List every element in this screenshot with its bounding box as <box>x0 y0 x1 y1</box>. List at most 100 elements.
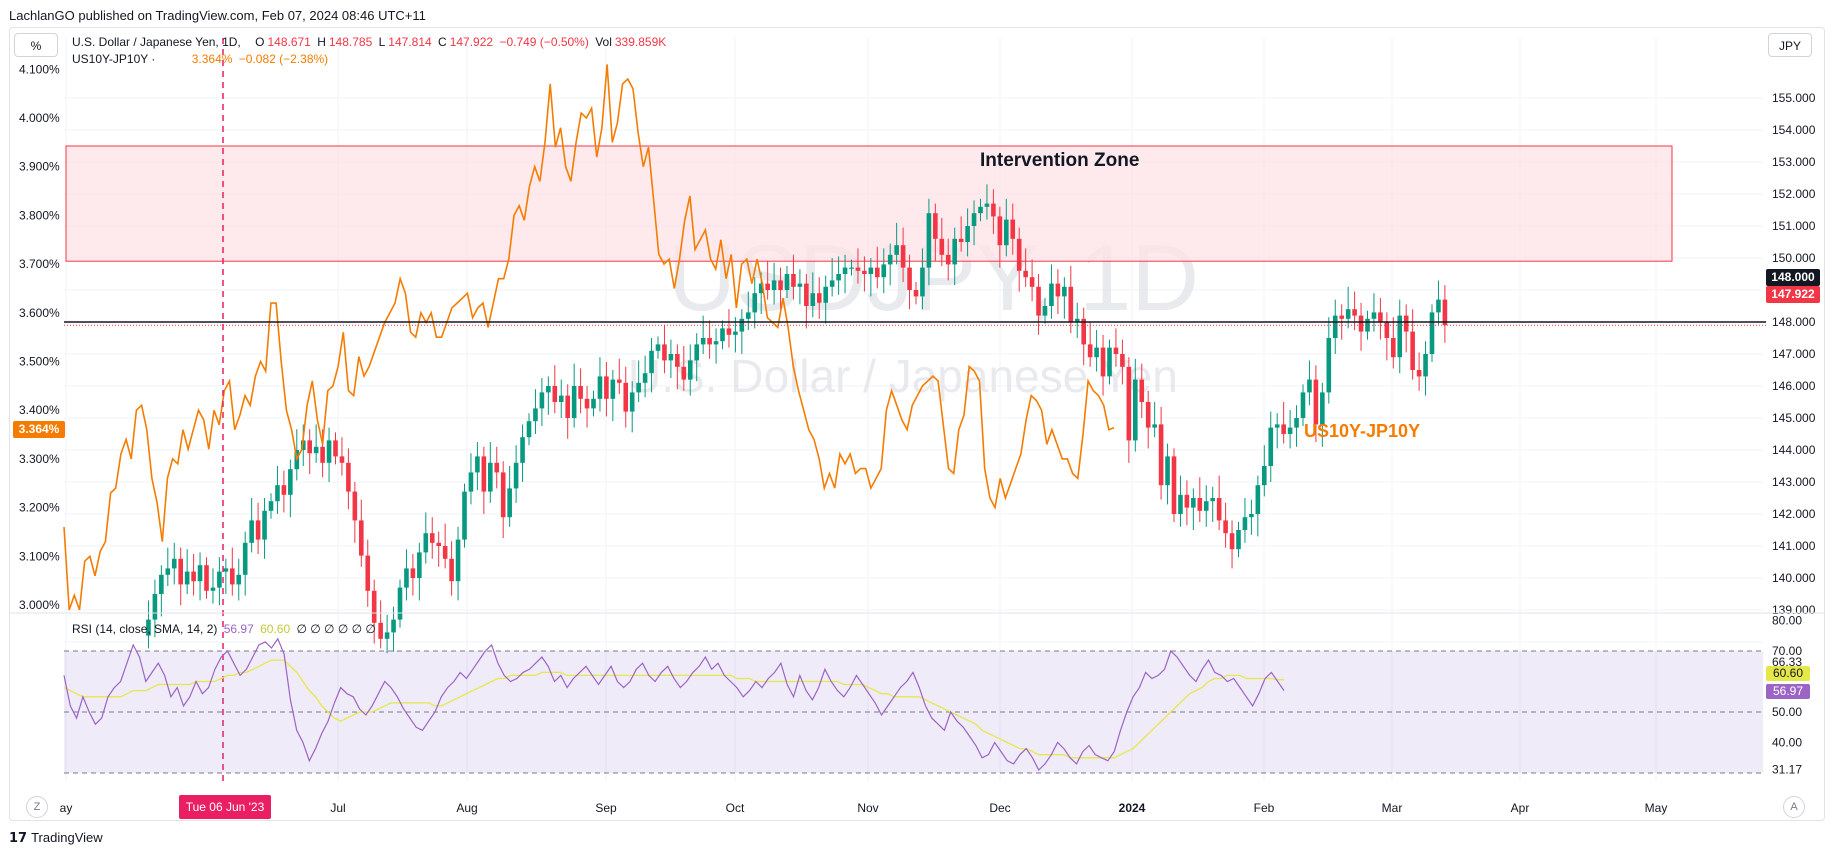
price-tick-label: 148.000 <box>1772 315 1816 329</box>
candle-body <box>649 350 654 374</box>
candle-body <box>236 574 242 585</box>
chart-frame <box>9 27 1825 821</box>
high-value: 148.785 <box>328 35 373 49</box>
candle-body <box>681 366 687 380</box>
candle-body <box>455 539 461 582</box>
candle-body <box>1074 318 1080 322</box>
symbol-label[interactable]: U.S. Dollar / Japanese Yen, 1D, <box>72 35 241 49</box>
candle-body <box>300 440 306 450</box>
candle-body <box>159 574 164 594</box>
candle-body <box>391 619 396 633</box>
rsi-sma-line <box>63 659 1284 759</box>
spread-last-badge: 3.364% <box>13 421 65 438</box>
high-label: H <box>317 35 326 49</box>
candle-body <box>1165 456 1170 486</box>
candle-body <box>242 542 248 575</box>
candle-body <box>152 594 158 620</box>
spread-axis[interactable]: 4.100% 4.000% 3.900% 3.800% 3.700% 3.600% 3.50… <box>19 62 60 612</box>
candle-body <box>191 571 196 582</box>
candle-body <box>1397 315 1403 358</box>
time-tick-label: Dec <box>989 801 1010 815</box>
candle-body <box>758 283 764 294</box>
candle-body <box>429 533 435 543</box>
candle-body <box>146 619 151 636</box>
date-flag[interactable]: Tue 06 Jun '23 <box>179 795 271 819</box>
candle-body <box>971 213 977 226</box>
spread-tick-label: 3.100% <box>19 549 60 563</box>
candle-body <box>842 267 848 274</box>
candle-body <box>1242 517 1248 530</box>
open-value: 148.671 <box>267 35 311 49</box>
auto-scale-button[interactable]: A <box>1783 796 1805 818</box>
candle-body <box>887 254 893 265</box>
candle-body <box>1236 530 1241 550</box>
candle-body <box>346 462 351 492</box>
candle-body <box>1107 347 1112 377</box>
rsi-sma-value: 60.60 <box>260 622 291 636</box>
price-tick-label: 151.000 <box>1772 219 1816 233</box>
rsi-legend: RSI (14, close, SMA, 14, 2) 56.97 60.60 … <box>72 622 379 636</box>
candle-body <box>1191 498 1196 508</box>
candle-body <box>546 386 551 393</box>
vol-label: Vol <box>595 35 612 49</box>
candle-body <box>894 245 899 255</box>
time-tick-label: Feb <box>1254 801 1275 815</box>
candle-body <box>1184 494 1190 508</box>
intervention-zone-label: Intervention Zone <box>980 150 1139 171</box>
candle-body <box>900 245 906 268</box>
time-tick-label: Oct <box>726 801 745 815</box>
candle-body <box>855 267 861 271</box>
candle-body <box>371 590 377 623</box>
candle-body <box>1004 219 1009 246</box>
candle-body <box>920 267 925 297</box>
rsi-tick-label: 66.33 <box>1772 655 1802 669</box>
candle-body <box>739 318 745 332</box>
rsi-tick-label: 31.17 <box>1772 762 1802 776</box>
rsi-label[interactable]: RSI (14, close, SMA, 14, 2) <box>72 622 218 636</box>
candle-body <box>494 462 500 473</box>
price-axis[interactable]: 155.000 154.000 153.000 152.000 151.000 150.0… <box>1772 91 1816 617</box>
candle-body <box>597 376 603 399</box>
candle-body <box>1203 501 1209 511</box>
candle-body <box>1029 277 1035 287</box>
zoom-button[interactable]: Z <box>26 796 48 818</box>
candle-body <box>552 386 558 402</box>
candle-body <box>662 344 667 361</box>
candle-body <box>849 267 854 269</box>
candle-body <box>384 632 390 639</box>
rsi-extra-values: ∅ ∅ ∅ ∅ ∅ ∅ <box>296 622 376 636</box>
candle-body <box>223 568 229 572</box>
candle-body <box>500 472 506 518</box>
candle-body <box>965 226 970 242</box>
candle-body <box>1332 315 1338 338</box>
candle-body <box>249 520 254 543</box>
overlay-value: 3.364% <box>191 52 233 66</box>
currency-button[interactable]: JPY <box>1768 33 1812 57</box>
candle-body <box>810 293 816 306</box>
candle-body <box>778 280 783 290</box>
candle-body <box>1352 309 1357 316</box>
candle-body <box>1300 392 1306 418</box>
time-axis[interactable]: ay Jul Aug Sep Oct Nov Dec 2024 Feb Mar Apr May <box>60 801 1668 815</box>
candle-body <box>933 213 938 239</box>
candle-body <box>268 501 274 511</box>
candle-body <box>752 293 758 313</box>
candle-body <box>1133 379 1138 441</box>
candle-body <box>513 462 519 489</box>
candle-body <box>255 520 261 540</box>
candle-body <box>1216 498 1222 521</box>
candle-body <box>1178 494 1183 514</box>
candle-body <box>1210 498 1215 502</box>
overlay-name[interactable]: US10Y-JP10Y · <box>72 52 156 66</box>
candle-body <box>1436 299 1441 313</box>
percent-scale-button[interactable]: % <box>14 33 58 57</box>
candle-body <box>1023 270 1028 278</box>
candle-body <box>1416 370 1422 377</box>
candle-body <box>488 462 493 492</box>
candle-body <box>507 488 512 518</box>
tradingview-logo-icon: 17 <box>9 831 28 846</box>
candle-body <box>210 587 216 591</box>
candle-body <box>533 408 538 422</box>
